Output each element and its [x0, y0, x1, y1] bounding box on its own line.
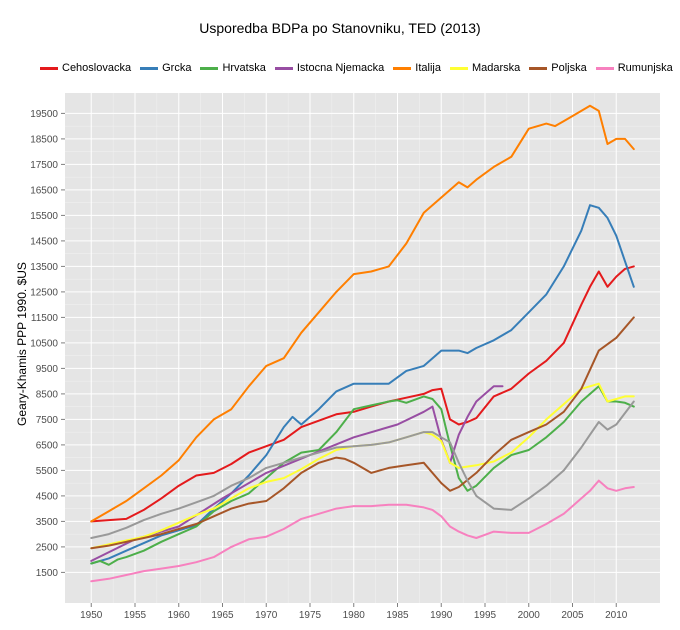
- legend-label: Istocna Njemacka: [296, 62, 385, 75]
- tick-label-y: 18500: [30, 134, 58, 145]
- legend-item: Cehoslovacka: [40, 62, 131, 74]
- chart-title: Usporedba BDPa po Stanovniku, TED (2013): [199, 20, 481, 36]
- legend-label: Rumunjska: [617, 62, 673, 75]
- legend-label: Poljska: [551, 62, 587, 75]
- tick-label-y: 12500: [30, 287, 58, 298]
- legend-item: Madarska: [449, 62, 521, 75]
- legend-swatch: [393, 66, 412, 70]
- tick-label-x: 1950: [80, 610, 103, 621]
- tick-label-y: 16500: [30, 185, 58, 196]
- series-line-istocna-njemacka: [90, 385, 504, 562]
- tick-label-y: 14500: [30, 236, 58, 247]
- tick-label-y: 10500: [30, 338, 58, 349]
- legend-item: Poljska: [529, 62, 587, 75]
- tick-label-x: 2000: [518, 610, 541, 621]
- legend-swatch: [449, 66, 468, 70]
- tick-label-y: 17500: [30, 160, 58, 171]
- legend-item: Grcka: [140, 62, 191, 74]
- series-line-sssr: [90, 400, 635, 539]
- tick-label-y: 3500: [36, 517, 59, 528]
- legend-swatch: [529, 66, 548, 70]
- legend-label: Grcka: [162, 62, 192, 75]
- series-line-rumunjska: [90, 479, 635, 583]
- tick-label-y: 2500: [36, 542, 59, 553]
- legend-item: Rumunjska: [595, 62, 673, 75]
- legend-swatch: [200, 66, 219, 70]
- legend-swatch: [274, 66, 293, 70]
- tick-label-x: 1960: [168, 610, 191, 621]
- tick-label-x: 1955: [124, 610, 147, 621]
- legend: Cehoslovacka Grcka Hrvatska Istocna Njemack…: [40, 62, 680, 80]
- legend-label: Madarska: [471, 62, 521, 75]
- series-line-italija: [90, 104, 635, 523]
- series-line-hrvatska: [90, 385, 635, 566]
- legend-item: Hrvatska: [200, 62, 266, 75]
- legend-label: Cehoslovacka: [62, 62, 132, 75]
- tick-label-y: 4500: [36, 491, 59, 502]
- tick-label-y: 15500: [30, 211, 58, 222]
- tick-label-y: 1500: [36, 568, 59, 579]
- tick-label-x: 2010: [605, 610, 628, 621]
- legend-swatch: [595, 66, 614, 70]
- tick-label-y: 13500: [30, 262, 58, 273]
- series-line-cehoslovacka: [90, 265, 635, 523]
- tick-label-x: 1970: [255, 610, 278, 621]
- tick-label-y: 5500: [36, 466, 59, 477]
- tick-label-x: 1965: [211, 610, 234, 621]
- tick-label-x: 1980: [343, 610, 366, 621]
- plot-background: [65, 93, 660, 603]
- legend-swatch: [140, 66, 159, 70]
- tick-label-x: 1990: [430, 610, 453, 621]
- legend-swatch: [40, 66, 58, 70]
- legend-label: Hrvatska: [222, 62, 266, 75]
- tick-label-y: 11500: [31, 313, 59, 324]
- tick-label-y: 9500: [36, 364, 59, 375]
- legend-item: Istocna Njemacka: [274, 62, 385, 75]
- tick-label-y: 6500: [36, 440, 59, 451]
- legend-item: Italija: [393, 62, 441, 74]
- tick-label-x: 1995: [474, 610, 497, 621]
- tick-label-y: 7500: [36, 415, 59, 426]
- tick-label-x: 1975: [299, 610, 322, 621]
- tick-label-y: 8500: [36, 389, 59, 400]
- tick-label-y: 19500: [30, 109, 58, 120]
- series-line-poljska: [90, 316, 635, 550]
- legend-label: Italija: [415, 62, 441, 75]
- tick-label-x: 2005: [561, 610, 584, 621]
- tick-label-x: 1985: [386, 610, 409, 621]
